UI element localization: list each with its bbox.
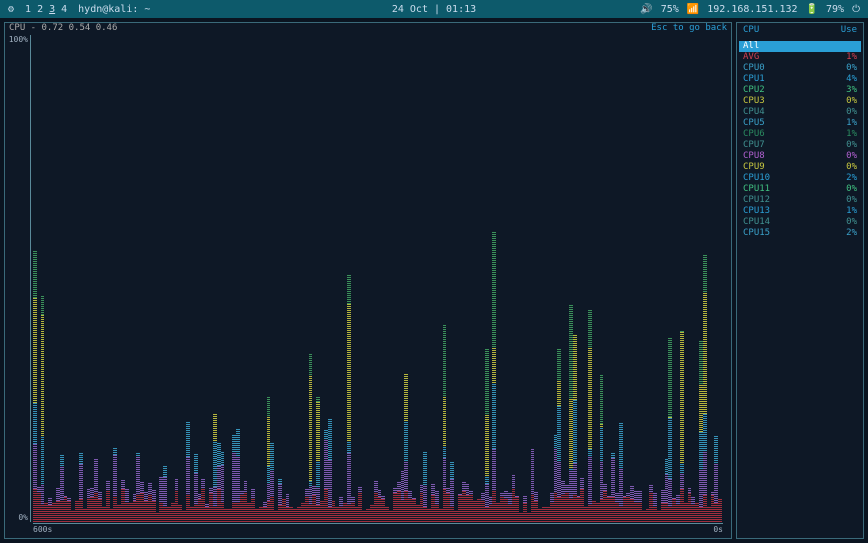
y-min: 0% [7, 513, 28, 522]
cpu-row-cpu11[interactable]: CPU11 0% [739, 184, 861, 195]
cpu-row-cpu3[interactable]: CPU3 0% [739, 96, 861, 107]
cpu-label: CPU3 [743, 96, 765, 107]
y-max: 100% [7, 35, 28, 44]
cpu-value: 0% [846, 217, 857, 228]
cpu-row-cpu8[interactable]: CPU8 0% [739, 151, 861, 162]
cpu-list-panel: CPU Use AllAVG 1% CPU0 0% CPU1 4% CPU2 3% CPU3 0%… [736, 22, 864, 539]
chart-title: CPU - 0.72 0.54 0.46 [9, 23, 117, 33]
chart-bars [33, 35, 723, 522]
cpu-label: CPU0 [743, 63, 765, 74]
cpu-row-cpu9[interactable]: CPU9 0% [739, 162, 861, 173]
ip-address: 192.168.151.132 [707, 4, 797, 15]
cpu-value: 2% [846, 228, 857, 239]
top-bar: ⚙ 1234 hydn@kali: ~ 24 Oct | 01:13 🔊 75%… [0, 0, 868, 18]
clock[interactable]: 24 Oct | 01:13 [392, 4, 476, 15]
cpu-row-cpu0[interactable]: CPU0 0% [739, 63, 861, 74]
x-axis: 600s 0s [33, 523, 723, 534]
cpu-label: CPU4 [743, 107, 765, 118]
workspace-switcher: 1234 [22, 4, 70, 15]
y-axis: 100% 0% [7, 35, 31, 522]
cpu-value: 2% [846, 173, 857, 184]
cpu-value: 0% [846, 63, 857, 74]
cpu-row-cpu1[interactable]: CPU1 4% [739, 74, 861, 85]
cpu-value: 1% [846, 118, 857, 129]
cpu-label: CPU13 [743, 206, 770, 217]
window-title: hydn@kali: ~ [78, 4, 150, 15]
cpu-label: CPU15 [743, 228, 770, 239]
use-col-label: Use [841, 25, 857, 35]
cpu-value: 4% [846, 74, 857, 85]
cpu-chart-panel: CPU - 0.72 0.54 0.46 Esc to go back 100%… [4, 22, 732, 539]
app-menu-icon[interactable]: ⚙ [8, 4, 14, 15]
cpu-value: 1% [846, 52, 857, 63]
cpu-label: CPU7 [743, 140, 765, 151]
cpu-value: 0% [846, 151, 857, 162]
chart-column [718, 35, 722, 522]
cpu-label: CPU12 [743, 195, 770, 206]
cpu-list: AllAVG1%CPU00%CPU14%CPU23%CPU30%CPU40%CP… [739, 41, 861, 239]
cpu-value: 0% [846, 162, 857, 173]
cpu-label: CPU1 [743, 74, 765, 85]
cpu-value: 0% [846, 107, 857, 118]
power-icon[interactable]: ⏻ [852, 4, 860, 15]
volume-pct: 75% [661, 4, 679, 15]
network-icon[interactable]: 📶 [687, 4, 699, 15]
cpu-value: 0% [846, 184, 857, 195]
cpu-label: CPU6 [743, 129, 765, 140]
cpu-row-cpu7[interactable]: CPU7 0% [739, 140, 861, 151]
battery-pct: 79% [826, 4, 844, 15]
workspace-3[interactable]: 3 [46, 4, 58, 15]
chart-hint: Esc to go back [651, 23, 727, 33]
cpu-row-cpu4[interactable]: CPU4 0% [739, 107, 861, 118]
cpu-label: CPU10 [743, 173, 770, 184]
cpu-row-cpu15[interactable]: CPU15 2% [739, 228, 861, 239]
cpu-row-cpu12[interactable]: CPU12 0% [739, 195, 861, 206]
topbar-left: ⚙ 1234 hydn@kali: ~ [8, 4, 150, 15]
workspace-2[interactable]: 2 [34, 4, 46, 15]
cpu-value: 0% [846, 96, 857, 107]
topbar-right: 🔊 75% 📶 192.168.151.132 🔋 79% ⏻ [640, 4, 860, 15]
battery-icon[interactable]: 🔋 [806, 4, 818, 15]
cpu-value: 1% [846, 129, 857, 140]
cpu-row-cpu13[interactable]: CPU13 1% [739, 206, 861, 217]
cpu-value: 0% [846, 195, 857, 206]
cpu-row-cpu6[interactable]: CPU6 1% [739, 129, 861, 140]
cpu-row-all[interactable]: All [739, 41, 861, 52]
cpu-row-cpu2[interactable]: CPU2 3% [739, 85, 861, 96]
workspace-4[interactable]: 4 [58, 4, 70, 15]
cpu-label: CPU2 [743, 85, 765, 96]
cpu-label: All [743, 41, 759, 52]
cpu-value: 3% [846, 85, 857, 96]
cpu-label: CPU8 [743, 151, 765, 162]
cpu-row-cpu5[interactable]: CPU5 1% [739, 118, 861, 129]
cpu-value: 1% [846, 206, 857, 217]
chart-area: 100% 0% 600s 0s [33, 35, 723, 522]
cpu-label: CPU11 [743, 184, 770, 195]
cpu-label: CPU5 [743, 118, 765, 129]
cpu-label: CPU14 [743, 217, 770, 228]
cpu-label: CPU9 [743, 162, 765, 173]
workspace-1[interactable]: 1 [22, 4, 34, 15]
chart-header: CPU - 0.72 0.54 0.46 Esc to go back [5, 23, 731, 33]
cpu-row-avg[interactable]: AVG 1% [739, 52, 861, 63]
cpu-label: AVG [743, 52, 759, 63]
x-left: 600s [33, 525, 52, 534]
cpu-row-cpu10[interactable]: CPU10 2% [739, 173, 861, 184]
x-right: 0s [713, 525, 723, 534]
volume-icon[interactable]: 🔊 [640, 4, 652, 15]
main-area: CPU - 0.72 0.54 0.46 Esc to go back 100%… [0, 18, 868, 543]
cpu-list-header: CPU Use [739, 25, 861, 41]
cpu-row-cpu14[interactable]: CPU14 0% [739, 217, 861, 228]
cpu-value: 0% [846, 140, 857, 151]
cpu-col-label: CPU [743, 25, 759, 35]
